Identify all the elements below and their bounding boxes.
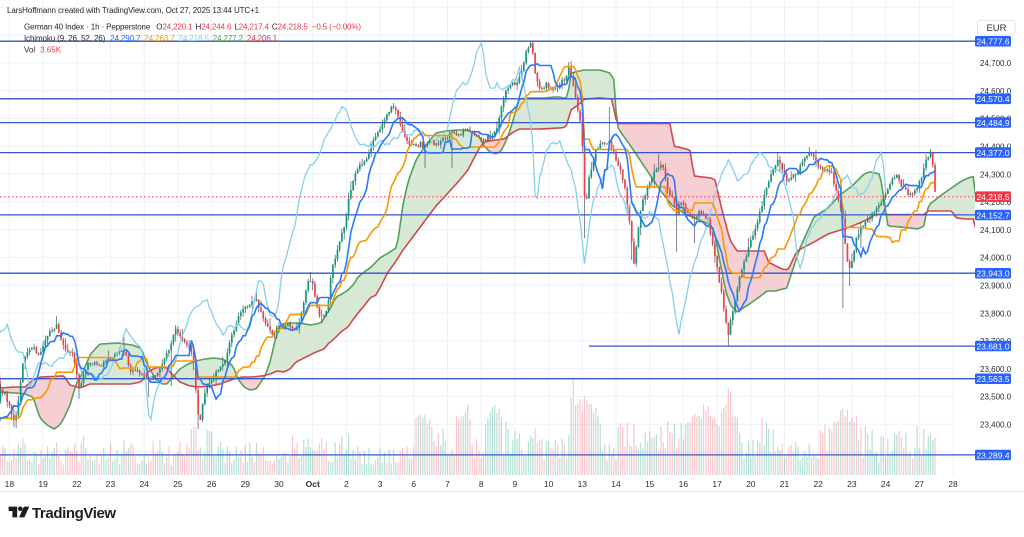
svg-text:24,700.0: 24,700.0 <box>980 59 1012 68</box>
svg-text:18: 18 <box>5 479 15 489</box>
svg-text:17: 17 <box>712 479 722 489</box>
svg-text:21: 21 <box>780 479 790 489</box>
svg-text:23,943.0: 23,943.0 <box>976 269 1009 279</box>
svg-text:14: 14 <box>611 479 621 489</box>
svg-text:24,600.0: 24,600.0 <box>980 87 1012 96</box>
svg-text:6: 6 <box>411 479 416 489</box>
svg-text:EUR: EUR <box>986 23 1006 34</box>
svg-text:24,152.7: 24,152.7 <box>976 210 1009 220</box>
svg-text:24,400.0: 24,400.0 <box>980 143 1012 152</box>
svg-text:23,900.0: 23,900.0 <box>980 282 1012 291</box>
svg-text:24,777.6: 24,777.6 <box>976 37 1009 47</box>
svg-text:24,377.0: 24,377.0 <box>976 148 1009 158</box>
svg-text:24,000.0: 24,000.0 <box>980 254 1012 263</box>
svg-text:23,800.0: 23,800.0 <box>980 309 1012 318</box>
svg-text:24,218.5: 24,218.5 <box>976 192 1009 202</box>
svg-text:3: 3 <box>378 479 383 489</box>
svg-text:29: 29 <box>241 479 251 489</box>
svg-text:24,570.4: 24,570.4 <box>976 94 1009 104</box>
svg-text:24,200.0: 24,200.0 <box>980 198 1012 207</box>
svg-text:7: 7 <box>445 479 450 489</box>
svg-text:24,484.9: 24,484.9 <box>976 118 1009 128</box>
svg-text:8: 8 <box>479 479 484 489</box>
svg-text:22: 22 <box>813 479 823 489</box>
svg-text:30: 30 <box>274 479 284 489</box>
svg-text:23: 23 <box>106 479 116 489</box>
svg-text:27: 27 <box>915 479 925 489</box>
svg-text:9: 9 <box>513 479 518 489</box>
svg-text:28: 28 <box>948 479 958 489</box>
svg-text:23,600.0: 23,600.0 <box>980 365 1012 374</box>
svg-text:19: 19 <box>38 479 48 489</box>
svg-text:16: 16 <box>679 479 689 489</box>
svg-text:24: 24 <box>139 479 149 489</box>
svg-text:24,100.0: 24,100.0 <box>980 226 1012 235</box>
svg-text:23: 23 <box>847 479 857 489</box>
svg-text:26: 26 <box>207 479 217 489</box>
svg-text:24,300.0: 24,300.0 <box>980 170 1012 179</box>
svg-text:22: 22 <box>72 479 82 489</box>
svg-text:TradingView: TradingView <box>32 505 116 522</box>
svg-text:23,681.0: 23,681.0 <box>976 342 1009 352</box>
svg-text:23,289.4: 23,289.4 <box>976 450 1009 460</box>
svg-text:23,563.5: 23,563.5 <box>976 374 1009 384</box>
svg-text:LarsHoffmann created with Trad: LarsHoffmann created with TradingView.co… <box>7 6 260 15</box>
svg-text:23,400.0: 23,400.0 <box>980 421 1012 430</box>
svg-text:Ichimoku (9, 26, 52, 26)24,290: Ichimoku (9, 26, 52, 26) 24,290.7 24,263.7… <box>24 34 278 43</box>
svg-text:15: 15 <box>645 479 655 489</box>
svg-text:24: 24 <box>881 479 891 489</box>
svg-text:10: 10 <box>544 479 554 489</box>
svg-text:Oct: Oct <box>306 479 320 489</box>
svg-text:25: 25 <box>173 479 183 489</box>
svg-text:2: 2 <box>344 479 349 489</box>
svg-text:23,500.0: 23,500.0 <box>980 393 1012 402</box>
svg-text:13: 13 <box>578 479 588 489</box>
svg-text:20: 20 <box>746 479 756 489</box>
